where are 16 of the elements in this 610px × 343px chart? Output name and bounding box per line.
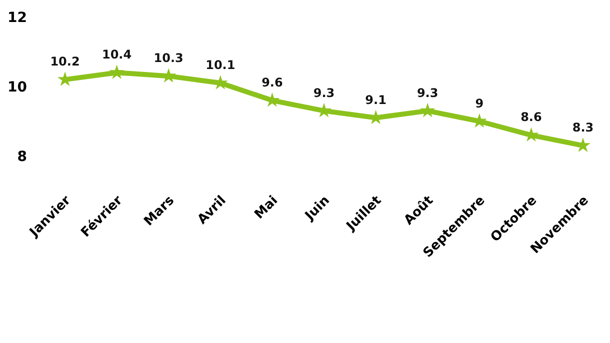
data-label: 9.1 xyxy=(365,92,386,107)
data-label: 9.3 xyxy=(416,86,438,100)
data-label: 10.4 xyxy=(102,48,132,62)
data-label: 8.3 xyxy=(572,120,594,135)
y-tick-label: 8 xyxy=(17,148,27,165)
point xyxy=(420,102,436,118)
data-label: 10.3 xyxy=(154,51,184,66)
data-label: 8.6 xyxy=(520,110,542,124)
data-label: 10.1 xyxy=(206,58,236,72)
y-tick-label: 12 xyxy=(8,10,27,26)
point xyxy=(109,64,124,79)
data-label: 10.2 xyxy=(50,54,80,69)
data-label: 9.3 xyxy=(313,86,335,100)
data-label: 9 xyxy=(475,96,484,110)
y-tick-label: 10 xyxy=(8,79,28,96)
data-label: 9.6 xyxy=(262,75,283,90)
